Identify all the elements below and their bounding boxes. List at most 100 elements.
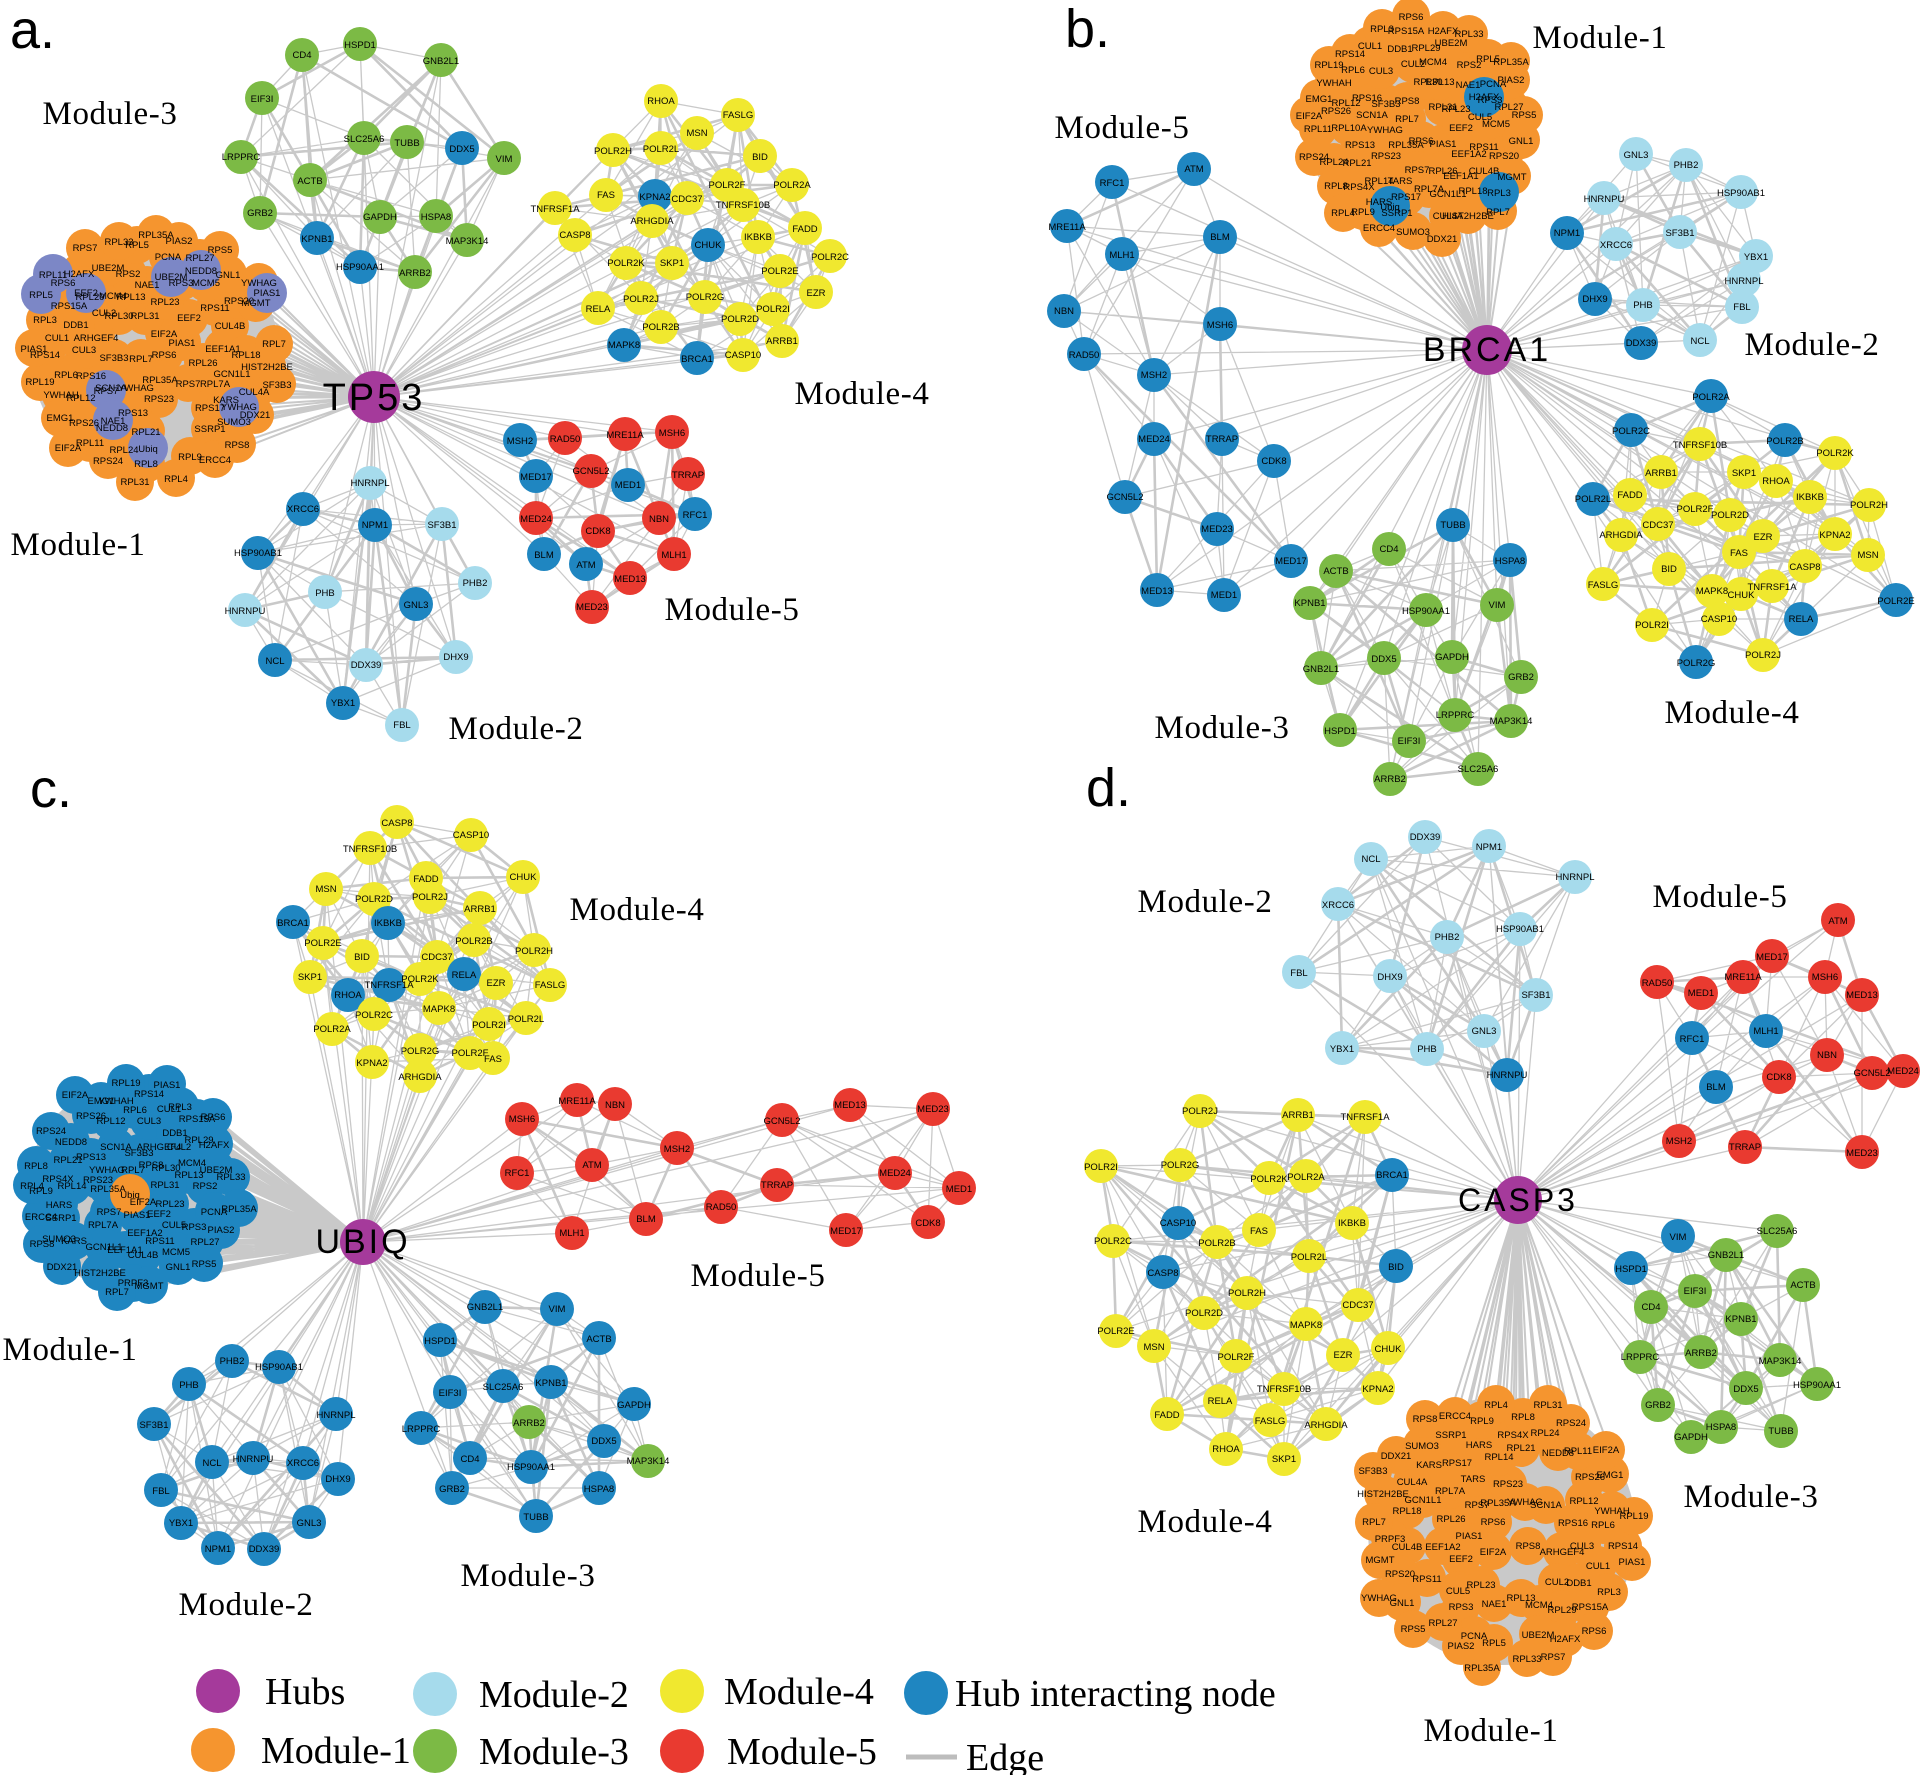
svg-text:RPS3: RPS3 [1478,95,1503,106]
svg-text:RPL9: RPL9 [29,1186,53,1197]
svg-text:HARS: HARS [46,1200,72,1211]
svg-text:MSN: MSN [1143,1342,1164,1353]
svg-text:MSH6: MSH6 [1207,320,1233,331]
svg-text:ACTB: ACTB [297,176,322,187]
svg-text:PHB2: PHB2 [1674,160,1699,171]
svg-text:RPS14: RPS14 [1335,49,1365,60]
svg-text:c.: c. [30,759,72,819]
svg-text:RPL24: RPL24 [1319,157,1348,168]
svg-text:Hubs: Hubs [265,1671,345,1713]
svg-text:RPS20: RPS20 [224,296,254,307]
svg-text:ARHGEF4: ARHGEF4 [137,1142,182,1153]
svg-text:RPL7: RPL7 [262,339,286,350]
svg-text:POLR2D: POLR2D [1711,510,1749,521]
svg-text:MCM5: MCM5 [1482,119,1510,130]
svg-text:RPL19: RPL19 [1619,1511,1648,1522]
svg-text:PHB2: PHB2 [463,578,488,589]
svg-text:EIF3I: EIF3I [439,1388,462,1399]
svg-text:PHB: PHB [315,588,335,599]
svg-text:RPL18: RPL18 [1392,1506,1421,1517]
svg-text:CUL4B: CUL4B [128,1250,159,1261]
svg-text:RPL21: RPL21 [131,427,160,438]
svg-text:GNB2L1: GNB2L1 [423,56,459,67]
svg-text:BRCA1: BRCA1 [681,354,713,365]
svg-text:RPL29: RPL29 [1411,43,1440,54]
svg-text:KARS: KARS [1416,1460,1442,1471]
svg-text:POLR2K: POLR2K [401,974,439,985]
svg-text:EEF2: EEF2 [177,313,201,324]
svg-text:RPL33: RPL33 [104,237,133,248]
svg-text:TRRAP: TRRAP [1729,1142,1761,1153]
svg-text:POLR2F: POLR2F [1677,504,1714,515]
svg-text:Module-4: Module-4 [1138,1504,1273,1540]
svg-text:TNFRSF10B: TNFRSF10B [343,844,397,855]
svg-text:RPL4: RPL4 [1331,208,1355,219]
svg-text:Module-5: Module-5 [665,592,800,628]
svg-text:CDC37: CDC37 [671,194,702,205]
svg-text:NAE1: NAE1 [135,280,160,291]
svg-text:TRRAP: TRRAP [1206,434,1238,445]
svg-text:MCM4: MCM4 [99,291,127,302]
svg-text:MED24: MED24 [1887,1066,1919,1077]
svg-text:MCM4: MCM4 [1419,57,1447,68]
svg-text:HSP90AA1: HSP90AA1 [336,262,384,273]
svg-text:LRPPRC: LRPPRC [1436,710,1475,721]
svg-text:GRB2: GRB2 [1508,672,1534,683]
svg-text:NAE1: NAE1 [1456,80,1481,91]
svg-text:MSH2: MSH2 [507,436,533,447]
svg-text:EEF1A2: EEF1A2 [1425,1542,1460,1553]
svg-text:SCN1A: SCN1A [1356,110,1388,121]
svg-text:DDX5: DDX5 [591,1436,616,1447]
svg-text:CASP8: CASP8 [1789,562,1820,573]
svg-text:RHOA: RHOA [647,96,675,107]
svg-text:RPS6: RPS6 [152,350,177,361]
svg-text:DDX5: DDX5 [449,144,474,155]
svg-text:RPS11: RPS11 [1412,1574,1441,1585]
svg-text:MLH1: MLH1 [1109,250,1134,261]
svg-text:RPL31: RPL31 [1428,102,1457,113]
svg-text:SCN1A: SCN1A [1530,1500,1562,1511]
svg-text:ERCC4: ERCC4 [1439,1411,1471,1422]
svg-text:EEF1A1: EEF1A1 [205,344,240,355]
svg-text:RPL7A: RPL7A [1435,1486,1466,1497]
svg-text:FBL: FBL [393,720,410,731]
svg-text:HSP90AA1: HSP90AA1 [1402,606,1450,617]
svg-text:RPS3: RPS3 [169,278,194,289]
svg-text:CUL3: CUL3 [137,1116,161,1127]
svg-text:POLR2E: POLR2E [304,938,342,949]
svg-text:MGMT: MGMT [1497,172,1526,183]
svg-text:POLR2G: POLR2G [401,1046,440,1057]
svg-text:RPL6: RPL6 [123,1105,147,1116]
svg-text:FBL: FBL [1290,968,1307,979]
svg-text:YBX1: YBX1 [331,698,355,709]
svg-text:YBX1: YBX1 [1330,1044,1354,1055]
svg-text:SCN1A: SCN1A [95,383,127,394]
svg-text:YWHAG: YWHAG [1367,125,1403,136]
svg-text:Module-3: Module-3 [461,1558,596,1594]
svg-text:KPNA2: KPNA2 [639,192,670,203]
svg-text:FASLG: FASLG [535,980,566,991]
svg-text:DHX9: DHX9 [325,1474,350,1485]
svg-text:RPS23: RPS23 [144,394,174,405]
svg-text:RPL18: RPL18 [1458,186,1487,197]
svg-text:POLR2D: POLR2D [1185,1308,1223,1319]
svg-text:RPL26: RPL26 [1428,166,1457,177]
svg-text:RPS8: RPS8 [30,1239,55,1250]
svg-text:KPNB1: KPNB1 [301,234,332,245]
svg-text:MED23: MED23 [576,602,608,613]
svg-text:HNRNPU: HNRNPU [233,1454,274,1465]
svg-text:FAS: FAS [1250,1226,1268,1237]
svg-text:PIAS1: PIAS1 [1619,1557,1646,1568]
svg-text:PIAS1: PIAS1 [21,344,48,355]
svg-text:RPL8: RPL8 [1324,181,1348,192]
svg-text:Ubiq: Ubiq [1380,202,1400,213]
svg-text:NPM1: NPM1 [362,520,388,531]
svg-text:Edge: Edge [966,1737,1044,1775]
svg-text:CUL3: CUL3 [1369,66,1393,77]
svg-text:MED17: MED17 [1275,556,1307,567]
svg-text:SUMO3: SUMO3 [1405,1441,1439,1452]
svg-text:HSP90AB1: HSP90AB1 [1717,188,1765,199]
svg-text:TNFRSF1A: TNFRSF1A [1747,582,1797,593]
svg-text:FASLG: FASLG [1588,580,1619,591]
svg-text:RPL8: RPL8 [134,459,158,470]
